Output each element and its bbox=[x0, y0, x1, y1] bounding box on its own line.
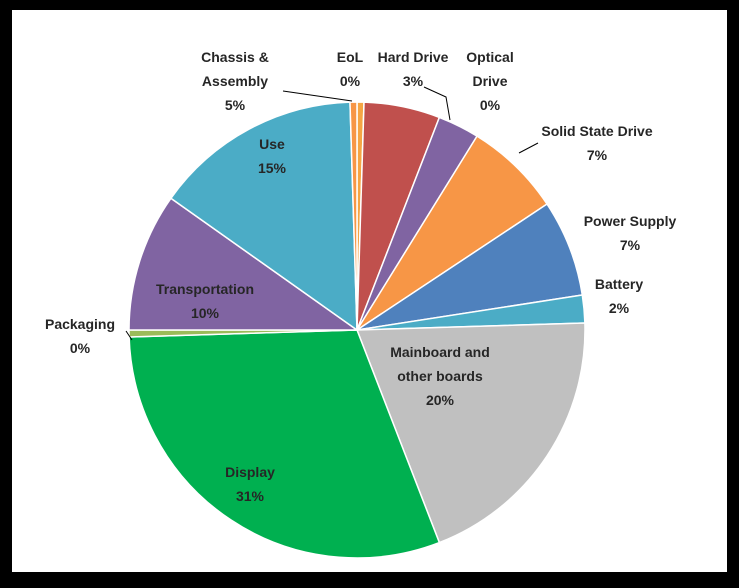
slice-label: EoL 0% bbox=[337, 49, 364, 89]
leader-line bbox=[518, 142, 539, 154]
slice-label: Battery 2% bbox=[595, 276, 643, 316]
slice-label: Display 31% bbox=[225, 464, 275, 504]
slice-labels: EoL 0% Hard Drive 3% Optical Drive 0% Solid Sta… bbox=[45, 49, 677, 504]
pie-slices bbox=[128, 101, 586, 559]
slice-label: Transportation 10% bbox=[156, 281, 254, 321]
pie-slice bbox=[169, 101, 358, 332]
leader-line bbox=[282, 90, 353, 102]
slice-label: Solid State Drive 7% bbox=[541, 123, 652, 163]
slice-label: Hard Drive 3% bbox=[378, 49, 449, 89]
leader-line bbox=[125, 330, 133, 341]
pie-slice bbox=[355, 322, 586, 544]
pie-slice bbox=[128, 197, 360, 331]
slice-label: Use 15% bbox=[258, 136, 287, 176]
slice-label: Chassis & Assembly 5% bbox=[201, 49, 269, 113]
slice-label: Packaging 0% bbox=[45, 316, 115, 356]
pie-slice bbox=[128, 329, 441, 559]
slice-label: Mainboard and other boards 20% bbox=[390, 344, 490, 408]
slice-label: Optical Drive 0% bbox=[466, 49, 513, 113]
leader-line bbox=[423, 86, 451, 121]
slice-label: Power Supply 7% bbox=[584, 213, 677, 253]
pie-slice bbox=[349, 101, 358, 331]
leader-lines bbox=[125, 86, 539, 341]
